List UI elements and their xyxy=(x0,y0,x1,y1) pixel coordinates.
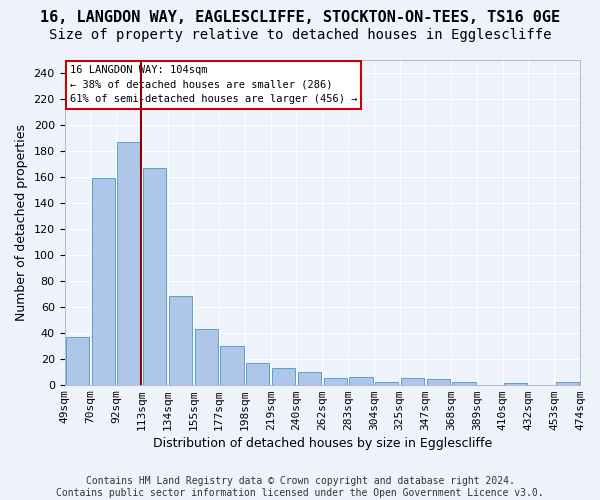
Bar xyxy=(272,368,295,384)
Text: 16 LANGDON WAY: 104sqm
← 38% of detached houses are smaller (286)
61% of semi-de: 16 LANGDON WAY: 104sqm ← 38% of detached… xyxy=(70,65,357,104)
Y-axis label: Number of detached properties: Number of detached properties xyxy=(15,124,28,321)
Text: 16, LANGDON WAY, EAGLESCLIFFE, STOCKTON-ON-TEES, TS16 0GE: 16, LANGDON WAY, EAGLESCLIFFE, STOCKTON-… xyxy=(40,10,560,25)
Bar xyxy=(349,377,373,384)
Bar xyxy=(118,142,140,384)
Text: Size of property relative to detached houses in Egglescliffe: Size of property relative to detached ho… xyxy=(49,28,551,42)
Bar xyxy=(323,378,347,384)
X-axis label: Distribution of detached houses by size in Egglescliffe: Distribution of detached houses by size … xyxy=(152,437,492,450)
Bar xyxy=(452,382,476,384)
Bar xyxy=(66,336,89,384)
Bar xyxy=(246,362,269,384)
Bar xyxy=(401,378,424,384)
Bar xyxy=(194,329,218,384)
Bar xyxy=(427,380,450,384)
Bar xyxy=(169,296,192,384)
Bar xyxy=(92,178,115,384)
Bar xyxy=(143,168,166,384)
Bar xyxy=(556,382,579,384)
Bar xyxy=(220,346,244,385)
Bar xyxy=(375,382,398,384)
Text: Contains HM Land Registry data © Crown copyright and database right 2024.
Contai: Contains HM Land Registry data © Crown c… xyxy=(56,476,544,498)
Bar xyxy=(298,372,321,384)
